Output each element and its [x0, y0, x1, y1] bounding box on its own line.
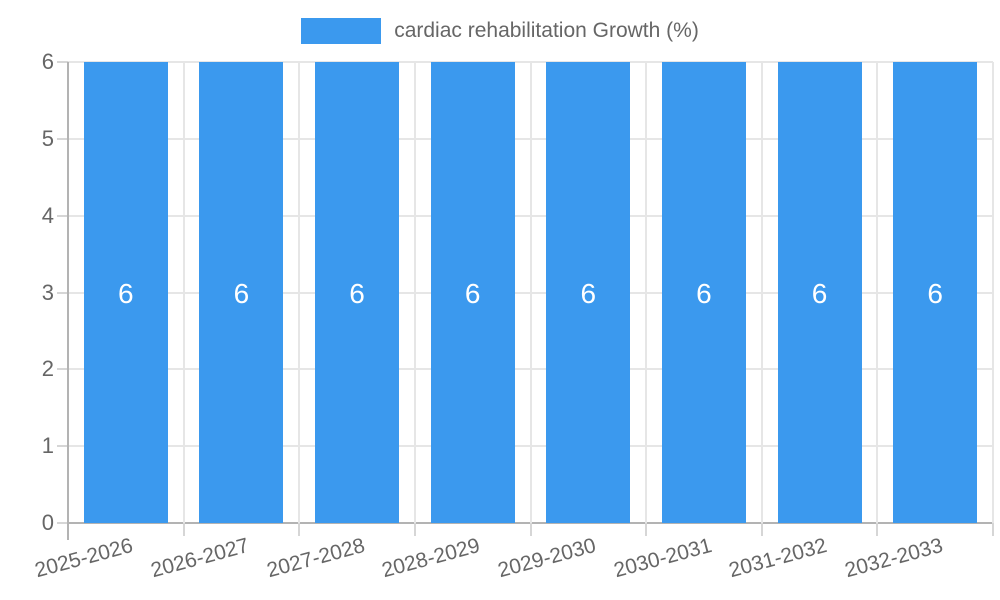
y-tick	[57, 522, 68, 524]
y-axis-line	[67, 62, 69, 540]
legend-label: cardiac rehabilitation Growth (%)	[394, 19, 699, 42]
y-tick-label: 1	[41, 433, 54, 459]
bar[interactable]	[199, 62, 284, 523]
x-tick-label: 2025-2026	[32, 534, 136, 583]
y-tick-label: 6	[41, 49, 54, 74]
y-tick	[57, 137, 68, 140]
x-tick	[992, 523, 994, 536]
y-tick	[57, 291, 68, 294]
x-gridline	[413, 62, 416, 523]
x-gridline	[182, 62, 185, 523]
bar[interactable]	[661, 62, 746, 523]
x-tick	[182, 523, 185, 536]
bar-value-label: 6	[811, 277, 828, 309]
x-tick-label: 2028-2029	[379, 534, 483, 583]
x-tick	[876, 523, 879, 536]
bar-value-label: 6	[118, 277, 134, 309]
bar[interactable]	[546, 62, 631, 523]
x-gridline	[992, 62, 994, 523]
x-gridline	[760, 62, 763, 523]
x-tick-label: 2032-2033	[842, 534, 946, 583]
bar[interactable]	[83, 62, 168, 523]
x-tick-label: 2031-2032	[726, 534, 830, 583]
bar[interactable]	[430, 62, 515, 523]
x-tick-label: 2026-2027	[148, 534, 252, 583]
y-tick	[57, 214, 68, 217]
y-tick	[57, 61, 68, 63]
bar-value-label: 6	[464, 277, 481, 309]
x-tick	[529, 523, 532, 536]
x-tick-label: 2030-2031	[610, 534, 714, 583]
x-tick-label: 2029-2030	[495, 534, 599, 583]
bar-value-label: 6	[696, 277, 712, 309]
x-tick-label: 2027-2028	[264, 534, 368, 583]
x-tick	[298, 523, 301, 536]
y-tick	[57, 445, 68, 448]
y-tick-label: 5	[41, 125, 54, 151]
bar[interactable]	[315, 62, 400, 523]
legend-swatch-icon	[301, 18, 382, 44]
legend-item[interactable]: cardiac rehabilitation Growth (%)	[0, 18, 1000, 44]
x-tick	[413, 523, 416, 536]
bar-value-label: 6	[580, 277, 597, 309]
bar-value-label: 6	[233, 277, 250, 309]
y-tick-label: 2	[41, 356, 54, 382]
y-tick	[57, 368, 68, 371]
y-tick-label: 4	[41, 202, 54, 228]
y-tick-label: 3	[41, 279, 54, 305]
x-gridline	[876, 62, 879, 523]
bar[interactable]	[777, 62, 862, 523]
y-tick-label: 0	[41, 510, 54, 535]
x-gridline	[298, 62, 301, 523]
x-gridline	[529, 62, 532, 523]
x-tick	[645, 523, 648, 536]
x-tick	[760, 523, 763, 536]
bar[interactable]	[893, 62, 978, 523]
x-gridline	[645, 62, 648, 523]
bar-value-label: 6	[927, 277, 943, 309]
bar-value-label: 6	[349, 277, 365, 309]
